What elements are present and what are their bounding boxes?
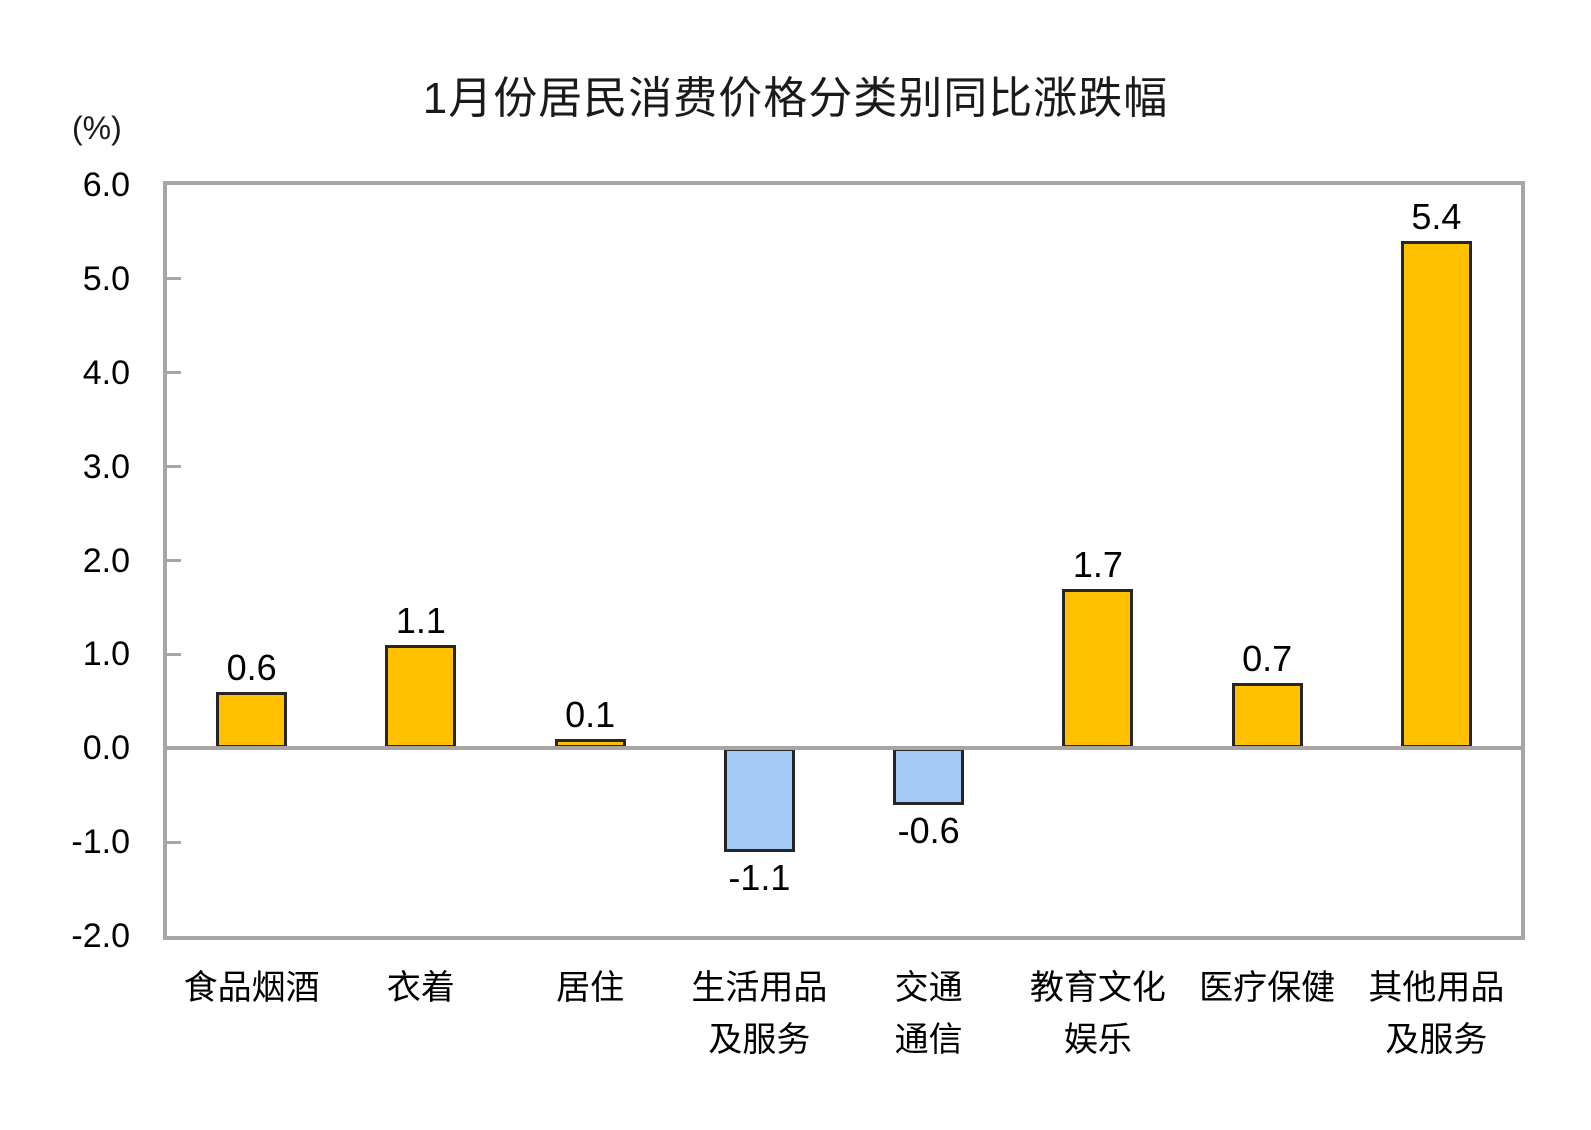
x-axis-label: 衣着: [336, 962, 505, 1014]
y-axis-tick-mark: [167, 559, 181, 562]
x-axis-label: 生活用品 及服务: [675, 962, 844, 1066]
x-axis-label-line: 教育文化: [1029, 969, 1166, 1007]
y-axis-tick-label: 2.0: [82, 541, 130, 580]
x-axis-label-line: 食品烟酒: [183, 969, 320, 1007]
bar-value-label: 0.7: [1242, 637, 1293, 679]
bar-value-label: 0.1: [565, 693, 616, 735]
y-axis-tick-label: -2.0: [71, 917, 130, 955]
y-axis-tick-mark: [167, 652, 181, 656]
bar: [1231, 682, 1303, 749]
x-axis-label-line: 衣着: [386, 969, 455, 1007]
x-axis-label: 医疗保健: [1183, 962, 1352, 1014]
bar: [385, 644, 457, 749]
x-axis-label-line: 及服务: [1385, 1021, 1488, 1059]
y-axis-tick-label: 1.0: [82, 635, 130, 674]
bar-value-label: -1.1: [728, 856, 791, 898]
x-axis-label-line: 娱乐: [1063, 1021, 1132, 1059]
bar: [216, 691, 288, 749]
x-axis-label-line: 生活用品: [691, 969, 828, 1007]
y-axis-tick-label: 0.0: [82, 729, 130, 768]
x-axis-label: 交通 通信: [844, 962, 1013, 1066]
y-axis-tick-label: 6.0: [82, 166, 130, 204]
y-axis-tick-label: 5.0: [82, 259, 130, 298]
bar: [1400, 241, 1472, 749]
plot-area-frame: [163, 181, 1525, 940]
bar-value-label: 0.6: [226, 646, 277, 688]
x-axis-label-line: 交通: [894, 969, 963, 1007]
y-axis-tick-mark: [167, 371, 181, 375]
x-axis-label-line: 通信: [894, 1021, 963, 1059]
bar-value-label: 1.7: [1072, 543, 1123, 585]
x-axis-label: 食品烟酒: [167, 962, 336, 1014]
y-axis-tick-label: 4.0: [82, 353, 130, 392]
bar-value-label: 5.4: [1411, 196, 1462, 238]
y-axis-tick-label: -1.0: [71, 823, 130, 862]
x-axis-label: 教育文化 娱乐: [1013, 962, 1182, 1066]
y-axis-tick-mark: [167, 277, 181, 281]
x-axis-label-line: 其他用品: [1368, 969, 1505, 1007]
y-axis-tick-label: 3.0: [82, 447, 130, 486]
bar: [723, 748, 795, 852]
bar: [893, 748, 965, 805]
bar-value-label: -0.6: [897, 809, 960, 851]
zero-line: [167, 746, 1521, 751]
x-axis-label: 居住: [506, 962, 675, 1014]
bar: [1062, 588, 1134, 749]
x-axis-label-line: 及服务: [708, 1021, 811, 1059]
y-axis-unit-label: (%): [72, 110, 122, 146]
y-axis-tick-mark: [167, 840, 181, 844]
x-axis-label: 其他用品 及服务: [1352, 962, 1521, 1066]
chart-title: 1月份居民消费价格分类别同比涨跌幅: [422, 74, 1169, 123]
bar-value-label: 1.1: [395, 599, 446, 641]
x-axis-label-line: 居住: [556, 969, 625, 1007]
x-axis-label-line: 医疗保健: [1199, 969, 1336, 1007]
y-axis-tick-mark: [167, 465, 181, 469]
